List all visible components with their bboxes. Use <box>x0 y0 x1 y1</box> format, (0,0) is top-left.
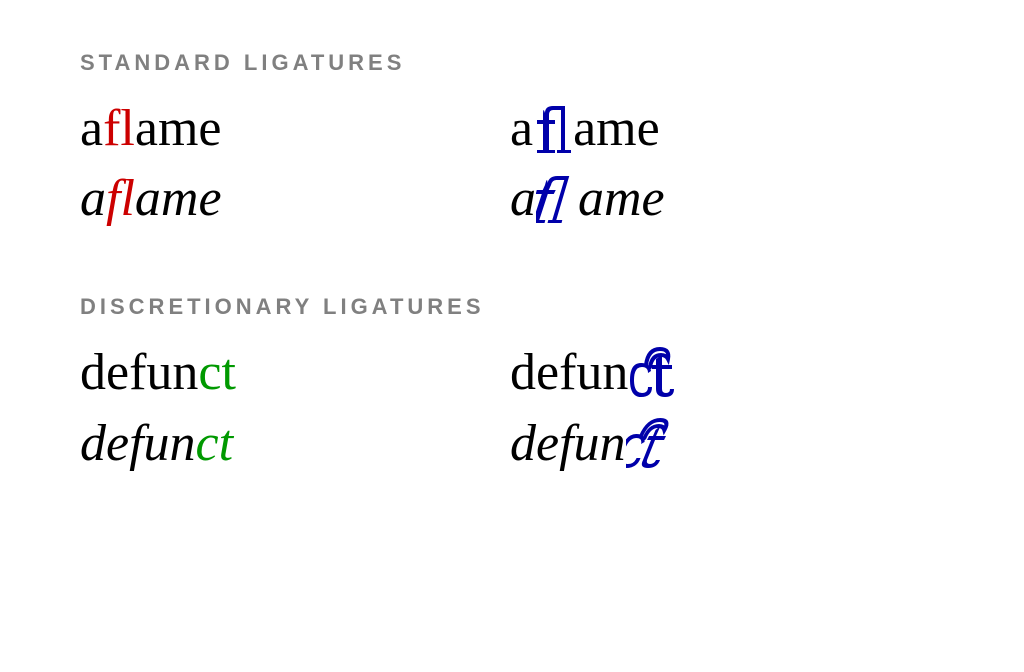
highlight-fl-italic: fl <box>106 170 135 227</box>
row-discretionary-italic: defunct defun <box>80 409 944 479</box>
ligature-fl-italic <box>536 164 578 234</box>
word-defunct-plain-upright: defunct <box>80 338 510 408</box>
prefix: a <box>510 170 536 227</box>
word-aflame-plain-italic: aflame <box>80 164 510 234</box>
page: STANDARD LIGATURES aflame a ame aflame a <box>0 0 1024 672</box>
row-standard-upright: aflame a ame <box>80 94 944 164</box>
word-defunct-lig-upright: defun <box>510 338 940 408</box>
word-defunct-lig-italic: defun <box>510 409 940 479</box>
row-standard-italic: aflame a ame <box>80 164 944 234</box>
heading-discretionary-ligatures: DISCRETIONARY LIGATURES <box>80 294 944 320</box>
row-discretionary-upright: defunct defun <box>80 338 944 408</box>
prefix: defun <box>510 344 628 401</box>
suffix: ame <box>578 170 665 227</box>
suffix: ame <box>135 100 222 157</box>
word-defunct-plain-italic: defunct <box>80 409 510 479</box>
suffix: ame <box>573 100 660 157</box>
prefix: a <box>80 100 103 157</box>
prefix: defun <box>510 415 626 472</box>
ligature-fl-upright <box>533 94 573 164</box>
suffix: ame <box>135 170 222 227</box>
word-aflame-plain-upright: aflame <box>80 94 510 164</box>
prefix: defun <box>80 415 196 472</box>
highlight-ct: ct <box>198 344 236 401</box>
ligature-ct-italic <box>626 409 676 479</box>
ligature-ct-upright <box>628 338 676 408</box>
prefix: a <box>80 170 106 227</box>
prefix: a <box>510 100 533 157</box>
section-gap <box>80 234 944 294</box>
highlight-ct-italic: ct <box>196 415 234 472</box>
word-aflame-lig-upright: a ame <box>510 94 940 164</box>
word-aflame-lig-italic: a ame <box>510 164 940 234</box>
highlight-fl: fl <box>103 100 135 157</box>
heading-standard-ligatures: STANDARD LIGATURES <box>80 50 944 76</box>
prefix: defun <box>80 344 198 401</box>
